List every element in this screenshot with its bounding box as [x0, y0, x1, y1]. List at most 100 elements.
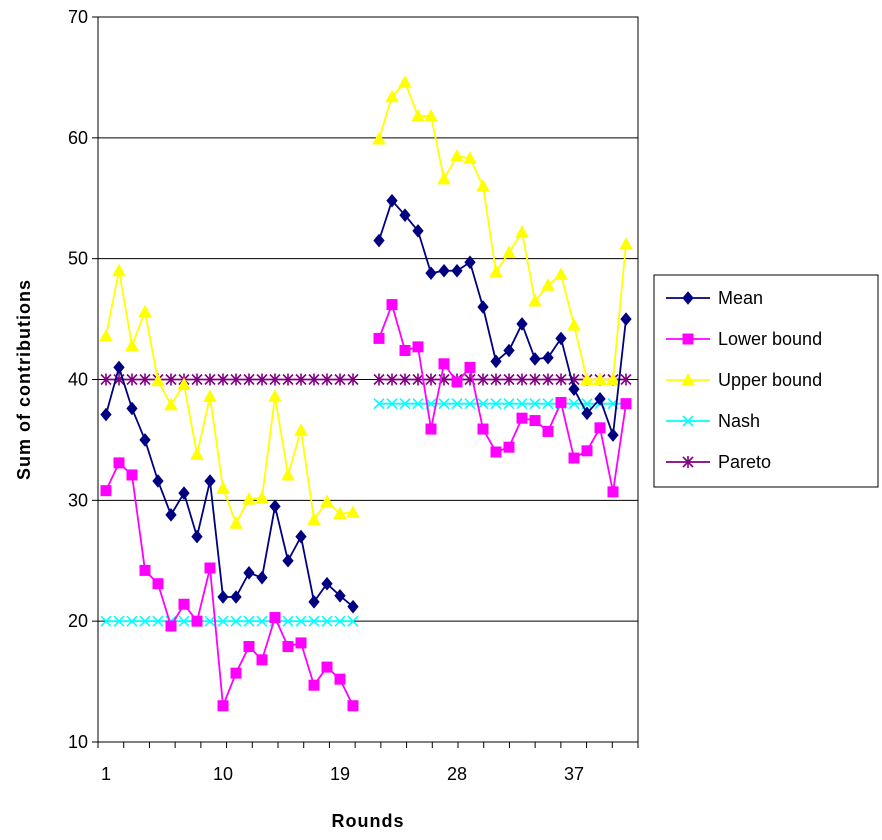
legend-label: Mean — [718, 288, 763, 308]
data-point-mean — [295, 529, 307, 544]
data-point-nash — [568, 398, 580, 410]
data-point-lower-bound — [607, 486, 619, 498]
data-point-mean — [334, 589, 346, 603]
data-point-pareto — [529, 373, 541, 386]
data-point-lower-bound — [555, 396, 567, 408]
data-point-nash — [100, 615, 112, 627]
data-point-upper-bound — [216, 481, 230, 494]
data-point-upper-bound — [424, 109, 438, 122]
data-point-upper-bound — [242, 492, 256, 505]
data-point-nash — [373, 398, 385, 410]
legend-marker — [681, 372, 695, 386]
data-point-pareto — [542, 373, 554, 386]
data-point-lower-bound — [126, 469, 138, 481]
legend-item-pareto: Pareto — [666, 452, 771, 472]
legend-marker — [682, 415, 694, 427]
data-point-pareto — [308, 373, 320, 386]
data-point-upper-bound — [606, 372, 620, 385]
data-point-upper-bound — [294, 423, 308, 436]
data-point-upper-bound — [437, 171, 451, 185]
data-point-nash — [256, 615, 268, 627]
data-point-nash — [438, 398, 450, 410]
series-line-nash — [106, 402, 626, 623]
x-tick-label: 10 — [213, 764, 233, 784]
data-point-upper-bound — [502, 245, 516, 259]
data-point-mean — [386, 193, 398, 208]
data-point-mean — [412, 224, 424, 238]
data-point-lower-bound — [308, 679, 320, 691]
legend-label: Upper bound — [718, 370, 822, 390]
data-point-mean — [204, 474, 216, 488]
data-point-upper-bound — [554, 267, 568, 280]
data-point-mean — [568, 382, 580, 396]
data-point-pareto — [477, 373, 489, 386]
data-point-nash — [451, 398, 463, 410]
data-point-lower-bound — [542, 425, 554, 437]
data-point-nash — [152, 615, 164, 627]
data-point-mean — [113, 360, 125, 375]
data-point-upper-bound — [515, 225, 529, 238]
data-point-pareto — [516, 373, 528, 386]
data-point-pareto — [269, 373, 281, 386]
data-point-pareto — [230, 373, 242, 386]
data-point-nash — [321, 615, 333, 627]
data-point-lower-bound — [269, 612, 281, 624]
data-point-mean — [139, 433, 151, 447]
data-point-upper-bound — [203, 389, 217, 402]
data-point-mean — [178, 486, 190, 500]
data-point-mean — [165, 508, 177, 522]
data-point-pareto — [295, 373, 307, 386]
data-point-lower-bound — [516, 412, 528, 424]
data-point-mean — [100, 407, 112, 422]
data-point-lower-bound — [581, 445, 593, 457]
data-point-nash — [178, 615, 190, 627]
data-point-mean — [464, 255, 476, 270]
data-point-mean — [516, 317, 528, 331]
data-point-nash — [243, 615, 255, 627]
data-point-lower-bound — [334, 673, 346, 685]
data-point-pareto — [620, 373, 632, 386]
y-tick-label: 70 — [68, 7, 88, 27]
series-layer — [99, 75, 633, 712]
data-point-lower-bound — [503, 441, 515, 453]
data-point-upper-bound — [99, 328, 113, 342]
data-point-pareto — [139, 373, 151, 386]
data-point-mean — [451, 263, 463, 278]
series-mean — [100, 193, 632, 614]
x-axis: 1 10 19 28 37 — [97, 742, 639, 784]
data-point-mean — [347, 599, 359, 614]
data-point-upper-bound — [593, 372, 607, 385]
data-point-upper-bound — [333, 506, 347, 520]
data-point-upper-bound — [281, 467, 295, 481]
legend-marker — [682, 456, 694, 468]
data-point-lower-bound — [412, 341, 424, 353]
data-point-nash — [412, 398, 424, 410]
data-point-lower-bound — [620, 398, 632, 410]
data-point-nash — [230, 615, 242, 627]
legend-label: Nash — [718, 411, 760, 431]
data-point-pareto — [191, 373, 203, 386]
data-point-lower-bound — [256, 654, 268, 666]
data-point-mean — [581, 406, 593, 421]
data-point-pareto — [386, 373, 398, 386]
data-point-upper-bound — [580, 372, 594, 385]
data-point-upper-bound — [346, 505, 360, 518]
data-point-upper-bound — [177, 377, 191, 390]
data-point-lower-bound — [282, 641, 294, 653]
x-tick-label: 37 — [564, 764, 584, 784]
data-point-pareto — [412, 373, 424, 386]
data-point-pareto — [165, 373, 177, 386]
y-tick-label: 50 — [68, 249, 88, 269]
legend-label: Lower bound — [718, 329, 822, 349]
data-point-lower-bound — [373, 332, 385, 344]
data-point-pareto — [503, 373, 515, 386]
data-point-lower-bound — [100, 485, 112, 497]
series-lower-bound — [100, 299, 632, 712]
data-point-pareto — [100, 373, 112, 386]
data-point-nash — [334, 615, 346, 627]
y-tick-label: 10 — [68, 732, 88, 752]
data-point-nash — [139, 615, 151, 627]
data-point-upper-bound — [112, 263, 126, 277]
data-point-pareto — [321, 373, 333, 386]
data-point-upper-bound — [619, 237, 633, 250]
